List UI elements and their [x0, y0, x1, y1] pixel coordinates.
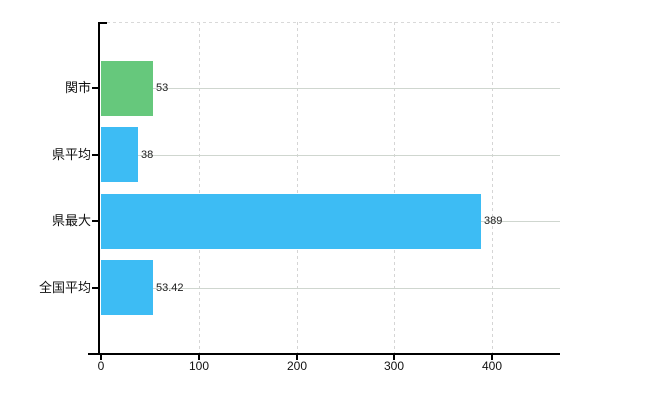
gridline-vertical — [394, 22, 395, 354]
category-label: 関市 — [64, 80, 91, 95]
x-tick-label: 100 — [188, 359, 210, 373]
bar-series — [101, 127, 138, 182]
x-axis-tick — [491, 355, 493, 360]
category-label: 県平均 — [51, 147, 91, 162]
x-axis-tick — [296, 355, 298, 360]
x-tick-label: 400 — [481, 359, 503, 373]
y-axis-tick — [92, 154, 98, 156]
y-axis-tick — [92, 87, 98, 89]
x-axis-line — [88, 353, 560, 355]
gridline-horizontal — [101, 155, 560, 156]
x-axis-tick — [100, 355, 102, 360]
x-axis-tick — [393, 355, 395, 360]
gridline-vertical — [199, 22, 200, 354]
gridline-vertical — [297, 22, 298, 354]
plot-top-border — [101, 22, 560, 23]
y-axis-line — [98, 22, 100, 355]
x-tick-label: 200 — [286, 359, 308, 373]
value-label: 53 — [156, 82, 169, 94]
bar-city — [101, 61, 153, 116]
value-label: 53.42 — [156, 282, 184, 294]
bar-series — [101, 260, 153, 315]
bar-series — [101, 194, 481, 249]
value-label: 38 — [141, 149, 154, 161]
x-axis-tick — [198, 355, 200, 360]
y-axis-top-tick — [98, 22, 107, 24]
category-label: 全国平均 — [38, 280, 91, 295]
x-tick-label: 0 — [97, 359, 105, 373]
y-axis-tick — [92, 287, 98, 289]
gridline-horizontal — [101, 88, 560, 89]
x-tick-label: 300 — [383, 359, 405, 373]
gridline-vertical — [492, 22, 493, 354]
category-label: 県最大 — [51, 213, 91, 228]
gridline-horizontal — [101, 288, 560, 289]
y-axis-tick — [92, 220, 98, 222]
value-label: 389 — [484, 215, 503, 227]
